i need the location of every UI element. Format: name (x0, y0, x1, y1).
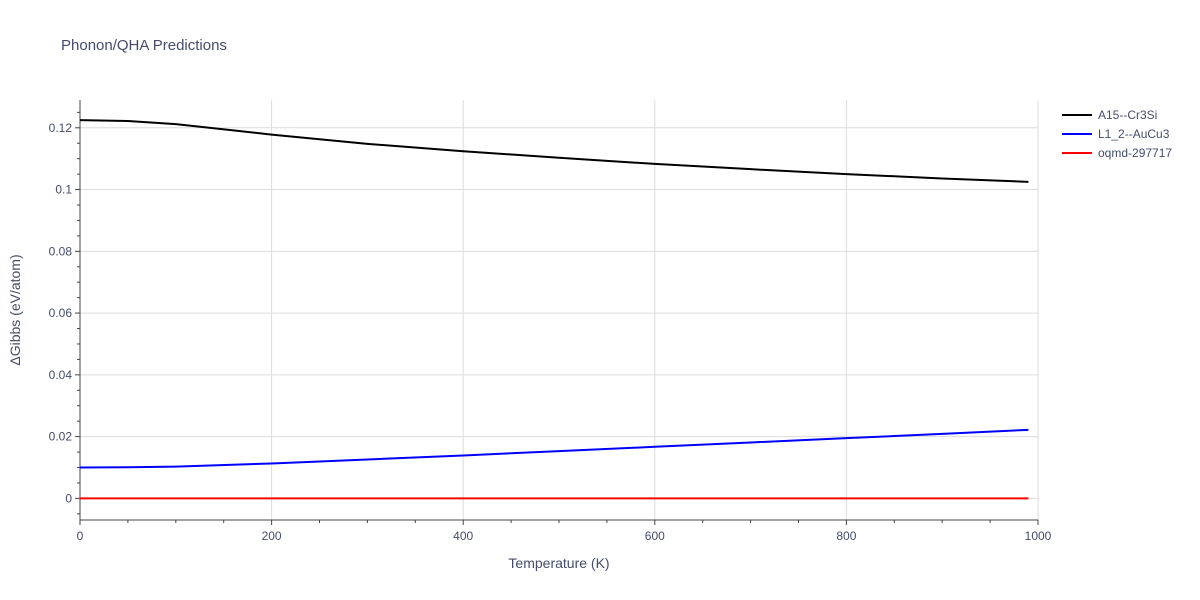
legend-label: oqmd-297717 (1098, 146, 1172, 160)
series-lines (79, 119, 1029, 500)
legend-item[interactable]: oqmd-297717 (1062, 146, 1172, 160)
axes: 0 200 400 600 800 1000 0 0.02 0.04 0.06 0.08 0.1 0.1… (49, 100, 1052, 543)
y-axis-title: ΔGibbs (eV/atom) (7, 254, 23, 365)
y-tick-label: 0.02 (49, 430, 73, 444)
legend[interactable]: A15--Cr3Si L1_2--AuCu3 oqmd-297717 (1062, 108, 1172, 160)
x-tick-label: 800 (836, 529, 856, 543)
legend-item[interactable]: A15--Cr3Si (1062, 108, 1157, 122)
x-tick-label: 1000 (1025, 529, 1052, 543)
series-line-A15--Cr3Si (79, 119, 1029, 183)
x-tick-label: 600 (645, 529, 665, 543)
x-tick-label: 400 (453, 529, 473, 543)
legend-item[interactable]: L1_2--AuCu3 (1062, 127, 1170, 141)
x-tick-label: 200 (262, 529, 282, 543)
x-axis-title: Temperature (K) (508, 555, 609, 571)
legend-label: L1_2--AuCu3 (1098, 127, 1170, 141)
y-tick-label: 0.04 (49, 368, 73, 382)
grid (80, 100, 1039, 520)
x-tick-label: 0 (77, 529, 84, 543)
legend-label: A15--Cr3Si (1098, 108, 1157, 122)
y-tick-label: 0.08 (49, 244, 73, 258)
y-tick-label: 0.1 (55, 183, 72, 197)
y-tick-label: 0.12 (49, 121, 73, 135)
y-tick-label: 0.06 (49, 306, 73, 320)
y-tick-label: 0 (65, 491, 72, 505)
chart-title: Phonon/QHA Predictions (61, 37, 227, 54)
series-line-L1_2--AuCu3 (79, 428, 1029, 469)
